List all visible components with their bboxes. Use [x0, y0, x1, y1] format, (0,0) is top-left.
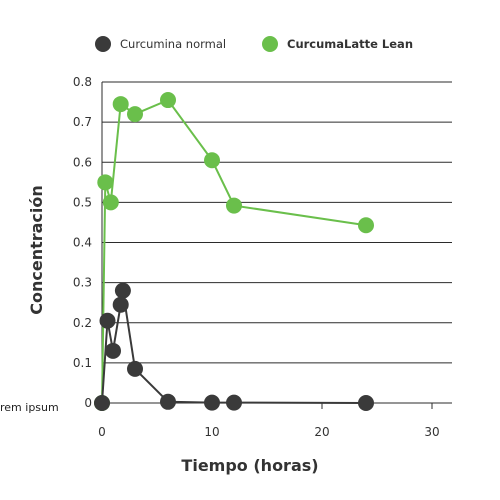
x-tick-label: 0 [98, 425, 106, 439]
data-point-curcumina-normal [358, 395, 374, 411]
x-tick-label: 30 [424, 425, 439, 439]
data-point-curcumalatte-lean [97, 174, 114, 191]
x-axis-title: Tiempo (horas) [181, 456, 318, 475]
series-line-curcumina-normal [101, 290, 367, 404]
axes [101, 82, 433, 409]
legend-marker-curcumalatte-lean [262, 36, 278, 52]
grid-lines [102, 81, 452, 404]
data-point-curcumina-normal [112, 296, 129, 313]
data-point-curcumina-normal [94, 395, 110, 411]
data-point-curcumina-normal [127, 360, 143, 377]
x-tick-label: 10 [204, 425, 219, 439]
y-tick-label: 0 [84, 396, 92, 410]
data-point-curcumina-normal [204, 394, 220, 411]
y-tick-label: 0.7 [73, 115, 92, 129]
side-note-text: rem ipsum [0, 401, 59, 414]
data-point-curcumalatte-lean [226, 197, 242, 214]
data-point-curcumina-normal [99, 312, 116, 329]
series-curcumina-normal [94, 282, 374, 411]
tick-labels: 0 0.1 0.2 0.3 0.4 0.5 0.6 0.7 0.8 0 10 20 30 [73, 75, 440, 439]
x-tick-label: 20 [314, 425, 329, 439]
data-point-curcumina-normal [105, 342, 121, 359]
y-tick-label: 0.6 [73, 155, 92, 169]
y-tick-label: 0.3 [73, 276, 92, 290]
legend: Curcumina normal CurcumaLatte Lean [95, 36, 413, 52]
y-tick-label: 0.4 [73, 236, 92, 250]
data-point-curcumalatte-lean [204, 152, 220, 169]
legend-label-curcumina-normal: Curcumina normal [120, 37, 226, 51]
data-point-curcumalatte-lean [102, 194, 119, 211]
data-point-curcumalatte-lean [358, 217, 374, 234]
y-axis-title: Concentración [27, 185, 46, 315]
y-tick-label: 0.1 [73, 356, 92, 370]
legend-label-curcumalatte-lean: CurcumaLatte Lean [287, 37, 413, 51]
data-series [94, 92, 374, 411]
legend-marker-curcumina-normal [95, 36, 111, 52]
data-point-curcumina-normal [114, 282, 131, 299]
y-tick-label: 0.2 [73, 316, 92, 330]
data-point-curcumalatte-lean [127, 106, 143, 123]
data-point-curcumalatte-lean [160, 92, 176, 109]
data-point-curcumina-normal [226, 394, 242, 411]
data-point-curcumalatte-lean [112, 96, 129, 113]
y-tick-label: 0.8 [73, 75, 92, 89]
y-tick-label: 0.5 [73, 195, 92, 209]
series-line-curcumalatte-lean [101, 98, 367, 404]
data-point-curcumina-normal [160, 393, 176, 410]
